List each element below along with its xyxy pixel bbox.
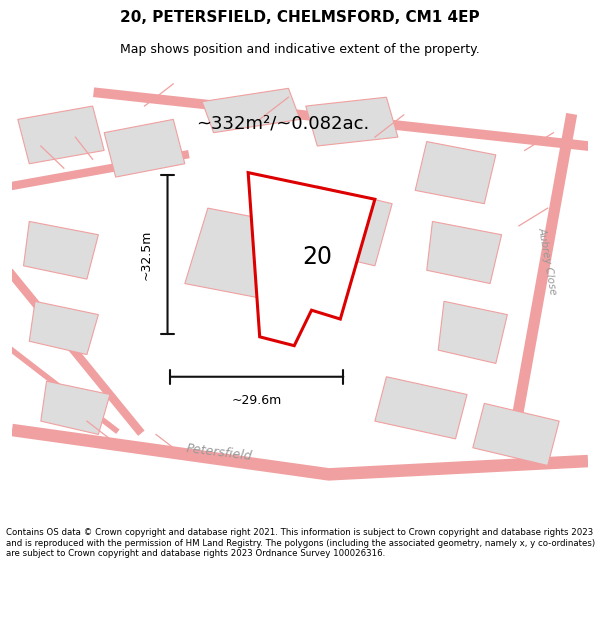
Text: 20: 20 xyxy=(302,245,332,269)
Text: ~32.5m: ~32.5m xyxy=(140,229,153,280)
Text: Contains OS data © Crown copyright and database right 2021. This information is : Contains OS data © Crown copyright and d… xyxy=(6,528,595,558)
Polygon shape xyxy=(415,141,496,204)
Text: 20, PETERSFIELD, CHELMSFORD, CM1 4EP: 20, PETERSFIELD, CHELMSFORD, CM1 4EP xyxy=(120,9,480,24)
Polygon shape xyxy=(473,403,559,466)
Polygon shape xyxy=(438,301,508,363)
Polygon shape xyxy=(300,186,392,266)
Polygon shape xyxy=(427,221,502,284)
Polygon shape xyxy=(202,88,300,132)
Polygon shape xyxy=(41,381,110,434)
Text: ~29.6m: ~29.6m xyxy=(232,394,282,408)
Polygon shape xyxy=(29,301,98,354)
Polygon shape xyxy=(104,119,185,177)
Text: Aubrey Close: Aubrey Close xyxy=(537,227,559,296)
Polygon shape xyxy=(185,208,300,301)
Polygon shape xyxy=(23,221,98,279)
Polygon shape xyxy=(18,106,104,164)
Text: Map shows position and indicative extent of the property.: Map shows position and indicative extent… xyxy=(120,43,480,56)
Text: Petersfield: Petersfield xyxy=(185,442,253,462)
Polygon shape xyxy=(375,377,467,439)
Polygon shape xyxy=(248,173,375,346)
Polygon shape xyxy=(306,97,398,146)
Text: ~332m²/~0.082ac.: ~332m²/~0.082ac. xyxy=(196,115,370,132)
